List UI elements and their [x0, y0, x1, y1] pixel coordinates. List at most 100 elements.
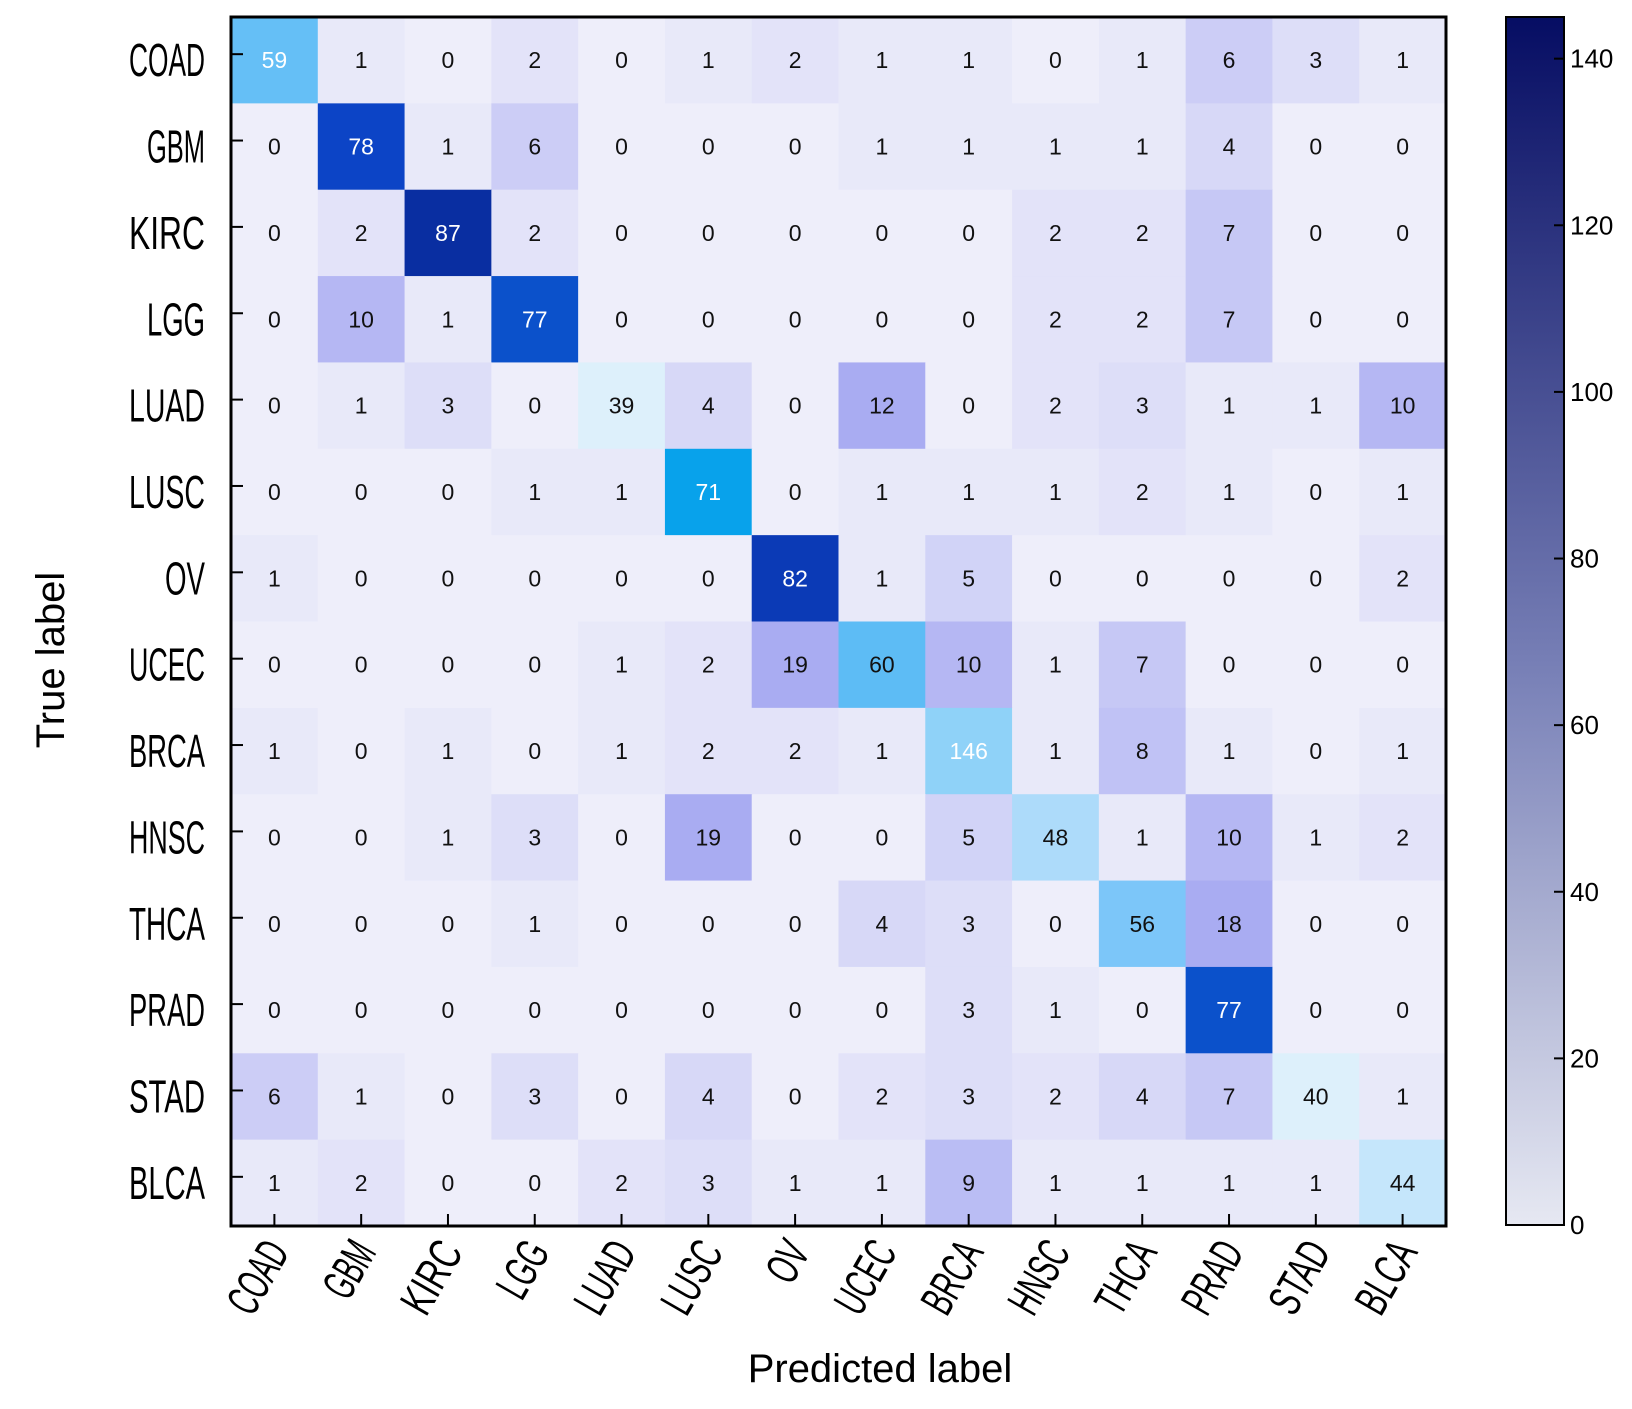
- cell-value-label: 0: [442, 47, 455, 73]
- cell-value-label: 0: [789, 306, 802, 332]
- cell-value-label: 0: [1309, 997, 1322, 1023]
- cell-value-label: 4: [702, 393, 715, 419]
- cell-value-label: 10: [348, 306, 374, 332]
- heatmap-cell: [317, 535, 406, 623]
- row-tick-label: STAD: [129, 1070, 205, 1122]
- heatmap-cell: [491, 707, 579, 795]
- heatmap-cell: [1359, 448, 1447, 536]
- cell-value-label: 0: [875, 997, 888, 1023]
- heatmap-cell: [404, 448, 492, 536]
- heatmap-cell: [317, 17, 406, 104]
- heatmap-cell: [317, 880, 406, 968]
- cell-value-label: 0: [1309, 911, 1322, 937]
- cell-value-label: 1: [615, 738, 628, 764]
- heatmap-cell: [231, 621, 319, 709]
- heatmap-cell: [1098, 535, 1187, 623]
- heatmap-cell: [1272, 362, 1360, 450]
- cell-value-label: 1: [962, 479, 975, 505]
- cell-value-label: 6: [268, 1083, 281, 1109]
- heatmap-cell: [925, 189, 1013, 277]
- cell-value-label: 0: [355, 652, 368, 678]
- cell-value-label: 2: [1049, 393, 1062, 419]
- cell-value-label: 77: [1216, 997, 1242, 1023]
- heatmap-cell: [317, 966, 406, 1054]
- heatmap-cell: [231, 362, 319, 450]
- heatmap-cell: [838, 707, 926, 795]
- cell-value-label: 1: [528, 479, 541, 505]
- heatmap-cell: [404, 535, 492, 623]
- column-tick-label: BRCA: [910, 1231, 993, 1323]
- heatmap-cell: [1185, 189, 1274, 277]
- heatmap-cell: [404, 362, 492, 450]
- column-tick-label: COAD: [216, 1231, 299, 1323]
- heatmap-cell: [1359, 880, 1447, 968]
- heatmap-cell: [404, 880, 492, 968]
- cell-value-label: 0: [1396, 306, 1409, 332]
- cell-value-label: 2: [615, 1170, 628, 1196]
- heatmap-cell: [664, 1053, 753, 1141]
- heatmap-cell: [838, 17, 926, 104]
- heatmap-cell: [578, 103, 666, 191]
- cell-value-label: 0: [1309, 134, 1322, 160]
- heatmap-cell: [1098, 362, 1187, 450]
- cell-value-label: 1: [355, 1083, 368, 1109]
- cell-value-label: 40: [1303, 1083, 1329, 1109]
- cell-value-label: 6: [528, 134, 541, 160]
- cell-value-label: 0: [355, 911, 368, 937]
- cell-value-label: 19: [696, 824, 722, 850]
- heatmap-cell: [925, 362, 1013, 450]
- heatmap-cell: [578, 1053, 666, 1141]
- cell-value-label: 0: [1396, 997, 1409, 1023]
- heatmap-cell: [1012, 189, 1100, 277]
- cell-value-label: 3: [1136, 393, 1149, 419]
- heatmap-cell: [231, 707, 319, 795]
- heatmap-cell: [491, 17, 579, 104]
- cell-value-label: 2: [875, 1083, 888, 1109]
- heatmap-cell: [231, 535, 319, 623]
- heatmap-cell: [491, 362, 579, 450]
- cell-value-label: 0: [1309, 479, 1322, 505]
- heatmap-cell: [1012, 621, 1100, 709]
- heatmap-cell: [404, 1139, 492, 1227]
- cell-value-label: 0: [268, 824, 281, 850]
- heatmap-cell: [1272, 966, 1360, 1054]
- cell-value-label: 3: [1309, 47, 1322, 73]
- cell-value-label: 2: [1049, 1083, 1062, 1109]
- heatmap-cell: [1012, 1053, 1100, 1141]
- cell-value-label: 1: [1396, 479, 1409, 505]
- cell-value-label: 1: [1309, 1170, 1322, 1196]
- heatmap-cell: [1185, 276, 1274, 364]
- cell-value-label: 56: [1129, 911, 1155, 937]
- heatmap-cell: [751, 707, 840, 795]
- column-tick-label: PRAD: [1171, 1231, 1254, 1323]
- cell-value-label: 3: [962, 997, 975, 1023]
- cell-value-label: 0: [1309, 652, 1322, 678]
- heatmap-cell: [404, 103, 492, 191]
- heatmap-cell: [751, 535, 840, 623]
- cell-value-label: 1: [1136, 824, 1149, 850]
- heatmap-cell: [664, 1139, 753, 1227]
- cell-value-label: 0: [789, 997, 802, 1023]
- cell-value-label: 0: [442, 997, 455, 1023]
- heatmap-frame: [229, 15, 1448, 1228]
- heatmap-cell: [751, 880, 840, 968]
- cell-value-label: 0: [615, 565, 628, 591]
- cell-value-label: 0: [702, 306, 715, 332]
- column-tick-label: THCA: [1084, 1231, 1167, 1323]
- cell-value-label: 1: [442, 306, 455, 332]
- heatmap-cell: [1185, 880, 1274, 968]
- row-tick-label: COAD: [129, 34, 205, 86]
- heatmap-cell: [925, 103, 1013, 191]
- heatmap-cells: [231, 17, 1447, 1227]
- heatmap-cell: [317, 103, 406, 191]
- cell-value-label: 1: [1049, 652, 1062, 678]
- heatmap-cell: [1098, 103, 1187, 191]
- cell-value-label: 1: [1396, 738, 1409, 764]
- cell-value-label: 0: [615, 306, 628, 332]
- heatmap-cell: [1359, 189, 1447, 277]
- heatmap-cell: [838, 362, 926, 450]
- heatmap-cell: [664, 621, 753, 709]
- cell-value-label: 0: [789, 1083, 802, 1109]
- heatmap-cell: [1359, 276, 1447, 364]
